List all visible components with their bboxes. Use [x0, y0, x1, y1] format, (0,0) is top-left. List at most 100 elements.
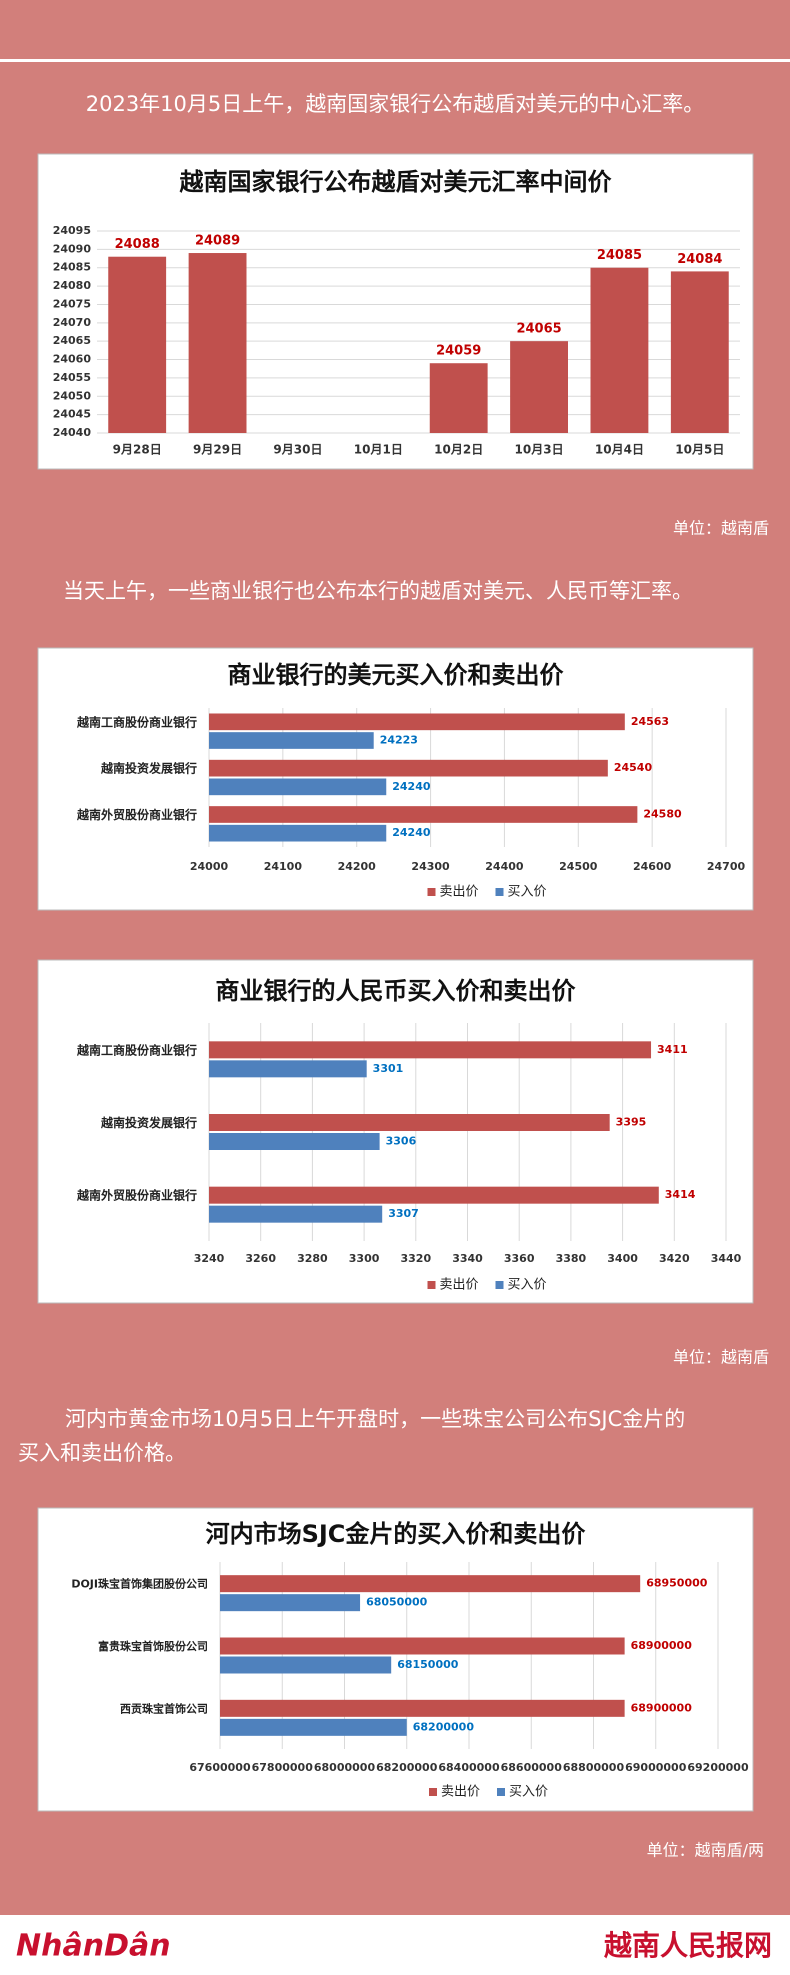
bar [209, 806, 638, 823]
chart-title: 商业银行的人民币买入价和卖出价 [216, 977, 577, 1005]
y-tick-label: 24090 [53, 242, 92, 255]
bar [188, 253, 247, 433]
x-tick-label: 3280 [297, 1252, 328, 1265]
top-rule [0, 59, 790, 62]
unit-note: 单位：越南盾/两 [647, 1841, 764, 1860]
chart-title: 越南国家银行公布越盾对美元汇率中间价 [180, 168, 613, 196]
x-tick-label: 24600 [633, 860, 672, 873]
x-tick-label: 68400000 [438, 1761, 500, 1774]
x-tick-label: 24200 [338, 860, 377, 873]
legend-swatch [497, 1788, 505, 1796]
data-label: 68900000 [631, 1639, 693, 1652]
x-tick-label: 67600000 [189, 1761, 251, 1774]
paragraph: 买入和卖出价格。 [18, 1441, 186, 1465]
x-tick-label: 3300 [349, 1252, 380, 1265]
y-tick-label: 西贡珠宝首饰公司 [120, 1701, 208, 1715]
data-label: 24580 [643, 807, 682, 820]
x-tick-label: 3400 [607, 1252, 638, 1265]
data-label: 24563 [631, 715, 669, 728]
x-tick-label: 24700 [707, 860, 746, 873]
bar [209, 824, 387, 842]
x-tick-label: 3240 [194, 1252, 225, 1265]
unit-note: 单位：越南盾 [673, 519, 769, 538]
bar [108, 256, 167, 433]
bar [209, 778, 387, 796]
paragraph: 当天上午，一些商业银行也公布本行的越盾对美元、人民币等汇率。 [63, 579, 693, 603]
data-label: 24065 [516, 322, 561, 337]
bar [220, 1656, 392, 1674]
x-tick-label: 10月4日 [595, 443, 644, 457]
data-label: 24084 [677, 252, 722, 267]
y-tick-label: 越南外贸股份商业银行 [76, 1188, 197, 1203]
x-tick-label: 69200000 [687, 1761, 749, 1774]
y-tick-label: 24045 [53, 408, 91, 421]
bar [220, 1594, 361, 1612]
x-tick-label: 9月29日 [193, 443, 242, 457]
x-tick-label: 9月30日 [273, 443, 322, 457]
y-tick-label: 24085 [53, 261, 91, 274]
data-label: 24085 [597, 248, 642, 263]
bar [220, 1637, 625, 1655]
legend-label: 卖出价 [440, 885, 479, 900]
legend-label: 买入价 [508, 1278, 547, 1293]
x-tick-label: 10月2日 [434, 443, 483, 457]
bar [670, 271, 729, 433]
chart-panel [37, 1507, 754, 1812]
footer-band [0, 1915, 790, 1975]
legend-swatch [427, 888, 436, 896]
data-label: 3411 [657, 1043, 688, 1056]
x-tick-label: 24400 [485, 860, 524, 873]
y-tick-label: 24095 [53, 224, 91, 237]
data-label: 68900000 [631, 1701, 693, 1714]
bar [220, 1575, 641, 1593]
paragraph: 河内市黄金市场10月5日上午开盘时，一些珠宝公司公布SJC金片的 [65, 1407, 685, 1431]
legend-label: 买入价 [509, 1785, 548, 1800]
y-tick-label: 越南工商股份商业银行 [76, 714, 197, 729]
y-tick-label: 越南外贸股份商业银行 [76, 807, 197, 822]
x-tick-label: 3440 [711, 1252, 742, 1265]
data-label: 24223 [380, 734, 418, 747]
data-label: 68050000 [366, 1596, 428, 1609]
x-tick-label: 24500 [559, 860, 598, 873]
legend-label: 卖出价 [440, 1278, 479, 1293]
x-tick-label: 10月1日 [354, 443, 403, 457]
legend-label: 买入价 [508, 885, 547, 900]
legend-label: 卖出价 [441, 1785, 480, 1800]
data-label: 68200000 [413, 1720, 475, 1733]
footer-logo: 越南人民报网 [604, 1929, 772, 1962]
data-label: 24240 [392, 780, 431, 793]
bar [510, 341, 568, 433]
y-tick-label: 越南投资发展银行 [100, 1115, 197, 1130]
x-tick-label: 67800000 [252, 1761, 314, 1774]
data-label: 24240 [392, 826, 431, 839]
x-tick-label: 10月3日 [515, 443, 564, 457]
bar [209, 1060, 367, 1078]
unit-note: 单位：越南盾 [673, 1348, 769, 1367]
x-tick-label: 3320 [400, 1252, 431, 1265]
y-tick-label: 24040 [53, 426, 92, 439]
bar [209, 713, 625, 731]
y-tick-label: 24070 [53, 316, 92, 329]
bar [220, 1699, 625, 1717]
x-tick-label: 3260 [245, 1252, 276, 1265]
bar [220, 1718, 407, 1736]
bar [590, 267, 649, 433]
data-label: 3306 [386, 1135, 417, 1148]
x-tick-label: 68200000 [376, 1761, 438, 1774]
bar [209, 732, 374, 749]
y-tick-label: DOJI珠宝首饰集团股份公司 [71, 1577, 208, 1591]
data-label: 24059 [436, 344, 481, 359]
data-label: 24088 [115, 237, 160, 252]
y-tick-label: 24055 [53, 371, 91, 384]
bar [209, 1186, 659, 1204]
legend-swatch [427, 1281, 436, 1289]
bar [209, 1114, 610, 1131]
data-label: 68150000 [397, 1658, 459, 1671]
data-label: 24540 [614, 761, 653, 774]
header-text: 2023年10月5日上午，越南国家银行公布越盾对美元的中心汇率。 [86, 92, 705, 116]
data-label: 3301 [373, 1062, 404, 1075]
y-tick-label: 越南投资发展银行 [100, 761, 197, 776]
y-tick-label: 24060 [53, 353, 92, 366]
chart-title: 商业银行的美元买入价和卖出价 [228, 661, 565, 689]
